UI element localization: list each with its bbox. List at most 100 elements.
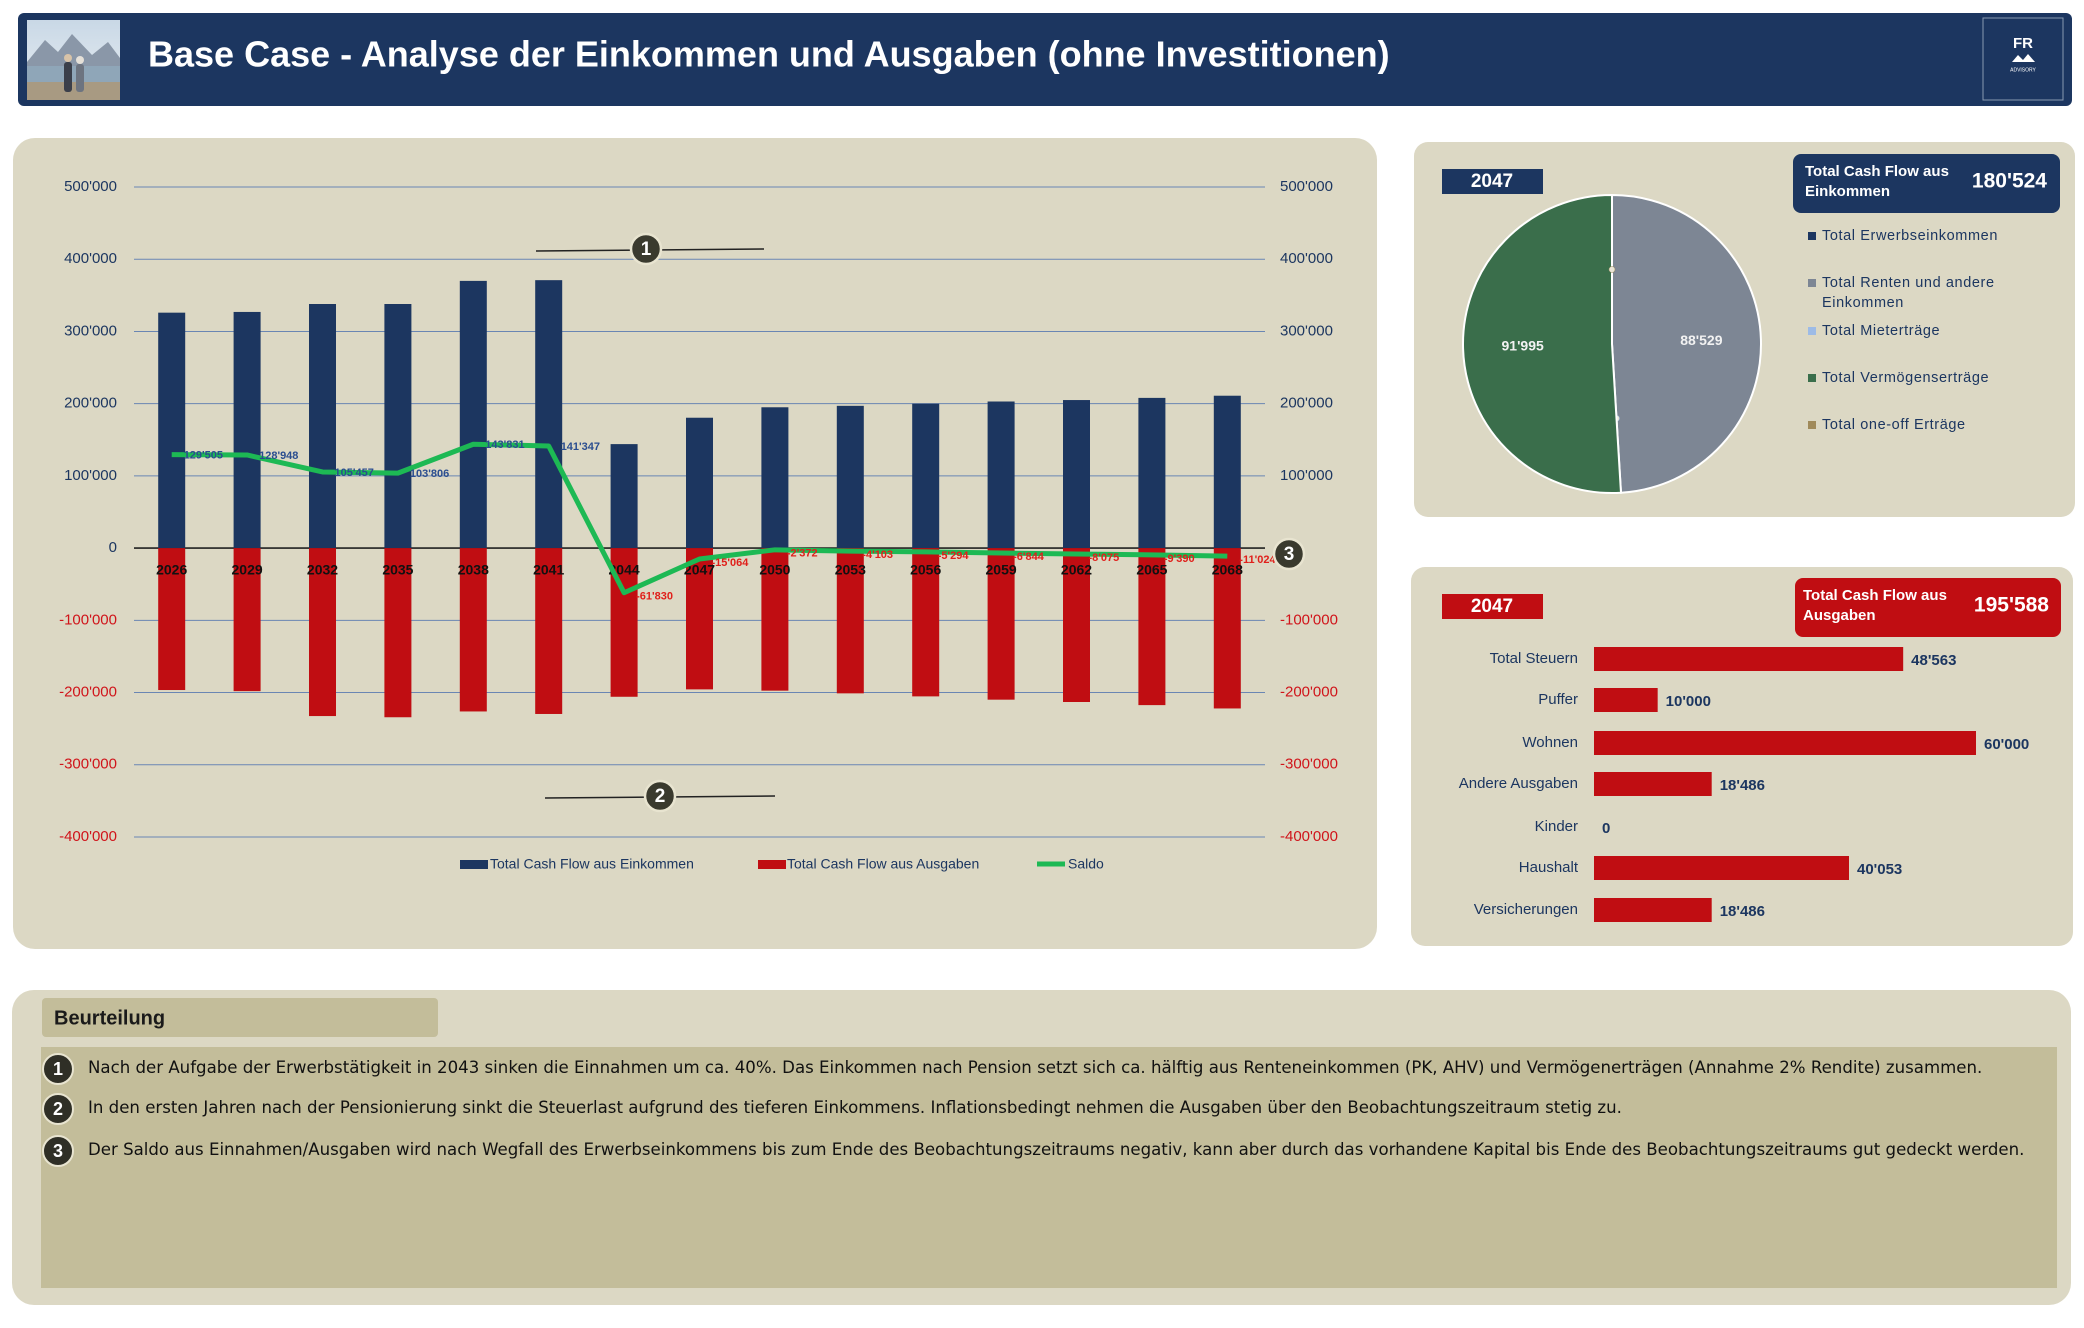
data-label: 128'948 — [259, 450, 298, 462]
bar — [1594, 688, 1658, 712]
header-bar — [18, 13, 2072, 106]
data-label: 105'457 — [335, 467, 374, 479]
expense-panel — [1411, 567, 2073, 946]
data-label: 60'000 — [1984, 736, 2029, 753]
bar — [686, 417, 713, 549]
logo-subtitle: ADVISORY — [2010, 67, 2036, 73]
data-label: 40'053 — [1857, 861, 1902, 878]
bar — [535, 548, 563, 714]
data-label: -9'390 — [1164, 553, 1195, 565]
legend-label: Total Erwerbseinkommen — [1822, 228, 1998, 244]
item-marker — [42, 1053, 74, 1085]
data-label: -6'844 — [1013, 551, 1045, 563]
y-tick-label: 0 — [109, 539, 117, 556]
bar — [309, 548, 336, 717]
legend-entry: Total Mieterträge — [1808, 321, 2052, 341]
legend-entry: Total one-off Erträge — [1808, 415, 2052, 435]
bar — [1594, 731, 1976, 755]
data-label: 129'505 — [184, 449, 223, 461]
x-tick-label: 2041 — [533, 562, 564, 578]
item-number: 1 — [53, 1059, 63, 1079]
y2-tick-label: 100'000 — [1280, 467, 1333, 484]
header-photo — [27, 20, 120, 100]
saldo-line — [171, 441, 1228, 596]
y-tick-label: 100'000 — [64, 467, 117, 484]
y-tick-label: 200'000 — [64, 395, 117, 412]
y-tick-label: 300'000 — [64, 322, 117, 339]
legend-swatch — [460, 860, 488, 869]
bar — [987, 401, 1015, 549]
logo-mountains — [2012, 54, 2035, 62]
category-label: Puffer — [1538, 691, 1578, 708]
annotation-marker — [1272, 537, 1306, 571]
logo-box — [1982, 17, 2064, 101]
bar — [912, 548, 940, 697]
y-tick-label: -300'000 — [59, 756, 117, 773]
x-tick-label: 2068 — [1212, 562, 1243, 578]
x-tick-label: 2035 — [382, 562, 413, 578]
annotation-number: 3 — [1284, 544, 1295, 565]
x-tick-label: 2062 — [1061, 562, 1092, 578]
assessment-title: Beurteilung — [54, 1007, 165, 1029]
bar — [1063, 548, 1090, 702]
y-tick-label: -400'000 — [59, 828, 117, 845]
item-number: 2 — [53, 1099, 63, 1119]
legend-swatch — [758, 860, 786, 869]
legend-swatch — [1808, 279, 1816, 287]
bar — [1594, 856, 1850, 880]
y2-tick-label: -100'000 — [1280, 611, 1338, 628]
year-box — [1442, 169, 1543, 194]
legend-swatch — [1808, 374, 1816, 382]
legend-swatch — [1808, 421, 1816, 429]
bar — [384, 548, 412, 718]
bar — [384, 304, 412, 549]
data-label: 0 — [1602, 820, 1610, 837]
category-label: Kinder — [1535, 818, 1578, 835]
data-label: -61'830 — [636, 591, 673, 603]
x-tick-label: 2029 — [232, 562, 263, 578]
x-tick-label: 2047 — [684, 562, 715, 578]
legend-entry: Total Renten und andere Einkommen — [1808, 273, 2052, 313]
item-text: Der Saldo aus Einnahmen/Ausgaben wird na… — [88, 1140, 2025, 1159]
total-caption: Total Cash Flow aus Einkommen — [1805, 163, 1949, 200]
bar — [459, 280, 487, 549]
bar — [836, 548, 864, 694]
bar — [158, 312, 186, 549]
data-label: -11'024 — [1239, 554, 1276, 566]
legend-entry: Total Erwerbseinkommen — [1808, 226, 2052, 246]
bar — [1213, 395, 1241, 549]
bar — [309, 304, 336, 549]
x-tick-label: 2056 — [910, 562, 941, 578]
y2-tick-label: -300'000 — [1280, 756, 1338, 773]
total-box — [1793, 154, 2060, 213]
bar — [1594, 647, 1904, 671]
category-label: Total Steuern — [1490, 650, 1578, 667]
y2-tick-label: 500'000 — [1280, 178, 1333, 195]
data-label: -15'064 — [712, 557, 750, 569]
data-label: 10'000 — [1666, 693, 1711, 710]
category-label: Wohnen — [1522, 734, 1578, 751]
y2-tick-label: -400'000 — [1280, 828, 1338, 845]
legend-label: Total Mieterträge — [1822, 323, 1941, 339]
year-box — [1442, 594, 1543, 619]
x-tick-label: 2065 — [1136, 562, 1167, 578]
data-label: -5'294 — [938, 550, 970, 562]
data-label: 143'831 — [485, 439, 524, 451]
legend-swatch — [1808, 327, 1816, 335]
total-value: 180'524 — [1972, 170, 2047, 193]
x-tick-label: 2026 — [156, 562, 187, 578]
data-label: 103'806 — [410, 468, 449, 480]
y-tick-label: 500'000 — [64, 178, 117, 195]
bar — [761, 548, 789, 691]
y-tick-label: -200'000 — [59, 684, 117, 701]
hbar-year: 2047 — [1471, 596, 1513, 617]
bar — [535, 280, 563, 549]
pie-slice — [1608, 266, 1616, 273]
data-label: -8'075 — [1089, 552, 1120, 564]
annotation-marker — [629, 232, 663, 266]
x-tick-label: 2038 — [458, 562, 489, 578]
bar — [987, 548, 1015, 700]
legend-label: Saldo — [1068, 856, 1104, 872]
legend-label: Total one-off Erträge — [1822, 417, 1966, 433]
